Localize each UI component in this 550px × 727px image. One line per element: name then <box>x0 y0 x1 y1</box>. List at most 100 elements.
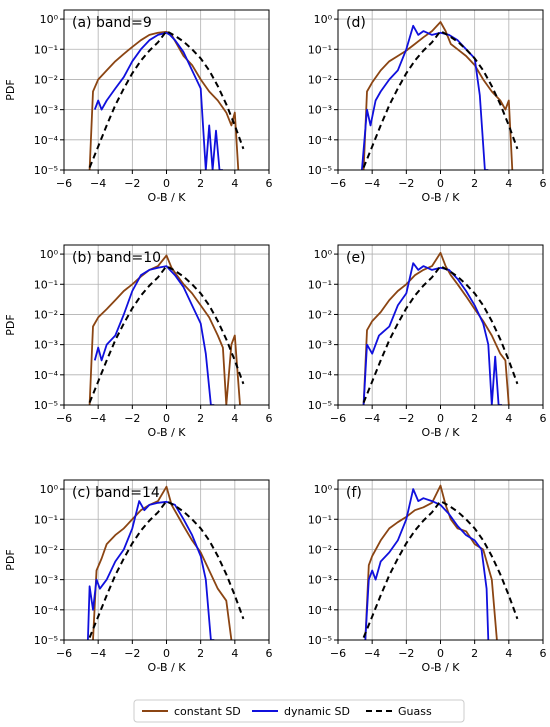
x-axis-label: O-B / K <box>421 191 460 204</box>
x-tick-label: −6 <box>330 412 346 425</box>
x-tick-label: 4 <box>231 647 238 660</box>
y-tick-label: 10⁻² <box>34 543 58 556</box>
y-tick-label: 10⁻² <box>34 73 58 86</box>
y-tick-label: 10⁻⁵ <box>34 634 58 647</box>
y-tick-label: 10⁻⁵ <box>308 164 332 177</box>
x-tick-label: −2 <box>124 647 140 660</box>
y-tick-label: 10⁻³ <box>34 574 58 587</box>
x-tick-label: −6 <box>330 647 346 660</box>
legend-label-constant-sd: constant SD <box>174 705 241 718</box>
panel-3: −6 −4 −2 0 2 4 6 10⁰ 10⁻¹ 10⁻² 10⁻³ 10⁻⁴ 10⁻⁵ (b) ban… <box>4 244 273 439</box>
y-tick-label: 10⁻¹ <box>34 513 58 526</box>
x-tick-label: −4 <box>90 647 106 660</box>
y-tick-label: 10⁻³ <box>308 104 332 117</box>
y-axis-label: PDF <box>4 79 17 100</box>
series-line-constant-sd <box>362 251 510 405</box>
x-tick-label: 2 <box>471 177 478 190</box>
y-axis-label: PDF <box>4 314 17 335</box>
x-tick-label: 0 <box>437 412 444 425</box>
x-tick-label: −2 <box>398 177 414 190</box>
panel-4: −6 −4 −2 0 2 4 6 10⁰ 10⁻¹ 10⁻² 10⁻³ 10⁻⁴ 10⁻⁵ (e) O-B … <box>308 244 547 439</box>
x-tick-label: 4 <box>505 177 512 190</box>
x-tick-label: −2 <box>398 412 414 425</box>
x-tick-label: 4 <box>505 647 512 660</box>
plot-frame <box>63 9 270 171</box>
x-axis-label: O-B / K <box>147 426 186 439</box>
y-tick-label: 10⁻¹ <box>308 513 332 526</box>
series-line-guass <box>88 265 245 403</box>
y-tick-label: 10⁻⁴ <box>34 369 59 382</box>
x-tick-label: 6 <box>540 647 547 660</box>
plot-frame <box>337 479 544 641</box>
y-tick-label: 10⁻⁴ <box>308 604 333 617</box>
y-tick-label: 10⁻² <box>308 73 332 86</box>
legend-label-guass: Guass <box>398 705 432 718</box>
y-axis-label: PDF <box>4 549 17 570</box>
x-tick-label: 0 <box>437 647 444 660</box>
y-tick-label: 10⁻⁵ <box>308 634 332 647</box>
series-line-dynamic-sd <box>93 31 223 170</box>
x-tick-label: −2 <box>124 177 140 190</box>
x-tick-label: 4 <box>231 177 238 190</box>
series-line-dynamic-sd <box>364 488 490 640</box>
x-tick-label: −4 <box>364 177 380 190</box>
y-tick-label: 10⁰ <box>40 483 59 496</box>
y-tick-label: 10⁰ <box>314 248 333 261</box>
panel-label: (f) <box>346 485 362 501</box>
x-tick-label: 6 <box>266 412 273 425</box>
x-tick-label: −6 <box>330 177 346 190</box>
x-axis-label: O-B / K <box>421 661 460 674</box>
plot-frame <box>63 479 270 641</box>
x-axis-label: O-B / K <box>147 661 186 674</box>
series-line-guass <box>362 265 519 403</box>
y-tick-label: 10⁻⁴ <box>34 604 59 617</box>
y-tick-label: 10⁻¹ <box>308 43 332 56</box>
panel-1: −6 −4 −2 0 2 4 6 10⁰ 10⁻¹ 10⁻² 10⁻³ 10⁻⁴ 10⁻⁵ (a) ban… <box>4 9 273 204</box>
y-tick-label: 10⁻⁵ <box>34 164 58 177</box>
plot-frame <box>63 244 270 406</box>
panel-label: (c) band=14 <box>72 485 160 501</box>
x-tick-label: 2 <box>471 647 478 660</box>
series-line-dynamic-sd <box>87 500 215 640</box>
y-tick-label: 10⁻¹ <box>308 278 332 291</box>
x-tick-label: −6 <box>56 177 72 190</box>
y-tick-label: 10⁻⁵ <box>308 399 332 412</box>
panel-label: (d) <box>346 15 366 31</box>
x-tick-label: 2 <box>197 177 204 190</box>
y-tick-label: 10⁻⁴ <box>34 134 59 147</box>
panel-2: −6 −4 −2 0 2 4 6 10⁰ 10⁻¹ 10⁻² 10⁻³ 10⁻⁴ 10⁻⁵ (d) O-B … <box>308 9 547 204</box>
x-axis-label: O-B / K <box>421 426 460 439</box>
x-tick-label: 0 <box>163 647 170 660</box>
x-tick-label: −4 <box>90 412 106 425</box>
series-line-dynamic-sd <box>362 262 502 405</box>
y-tick-label: 10⁻² <box>308 308 332 321</box>
x-tick-label: 2 <box>471 412 478 425</box>
panel-6: −6 −4 −2 0 2 4 6 10⁰ 10⁻¹ 10⁻² 10⁻³ 10⁻⁴ 10⁻⁵ (f) O-B … <box>308 479 547 674</box>
x-tick-label: 4 <box>505 412 512 425</box>
y-tick-label: 10⁻⁵ <box>34 399 58 412</box>
x-tick-label: 2 <box>197 647 204 660</box>
y-tick-label: 10⁻³ <box>308 574 332 587</box>
panel-5: −6 −4 −2 0 2 4 6 10⁰ 10⁻¹ 10⁻² 10⁻³ 10⁻⁴ 10⁻⁵ (c) ban… <box>4 479 273 674</box>
x-tick-label: 0 <box>437 177 444 190</box>
x-tick-label: −2 <box>124 412 140 425</box>
y-tick-label: 10⁻² <box>308 543 332 556</box>
x-tick-label: 6 <box>266 647 273 660</box>
x-tick-label: 6 <box>540 412 547 425</box>
series-line-guass <box>88 30 245 168</box>
x-axis-label: O-B / K <box>147 191 186 204</box>
x-tick-label: −6 <box>56 412 72 425</box>
series-line-constant-sd <box>364 484 498 640</box>
y-tick-label: 10⁻⁴ <box>308 134 333 147</box>
panel-label: (e) <box>346 250 366 266</box>
panel-label: (b) band=10 <box>72 250 161 266</box>
y-tick-label: 10⁰ <box>40 248 59 261</box>
x-tick-label: −2 <box>398 647 414 660</box>
panel-label: (a) band=9 <box>72 15 152 31</box>
series-line-constant-sd <box>92 485 233 640</box>
y-tick-label: 10⁻¹ <box>34 43 58 56</box>
legend-frame <box>133 699 465 723</box>
series-line-dynamic-sd <box>93 265 215 405</box>
y-tick-label: 10⁻³ <box>308 339 332 352</box>
